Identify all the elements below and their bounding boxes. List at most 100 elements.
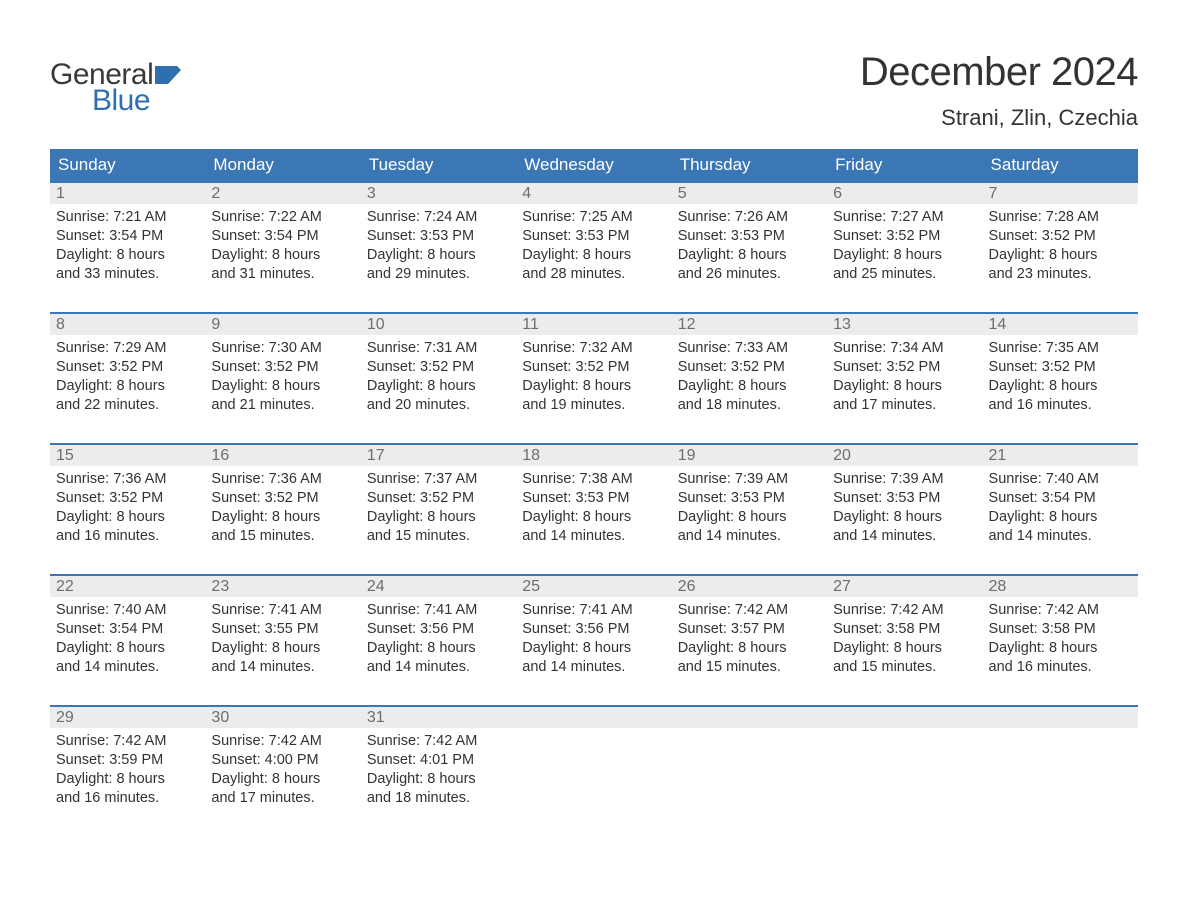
daylight-line1: Daylight: 8 hours bbox=[522, 508, 665, 527]
daylight-line1: Daylight: 8 hours bbox=[211, 377, 354, 396]
day-body: Sunrise: 7:42 AMSunset: 3:57 PMDaylight:… bbox=[672, 597, 827, 677]
daylight-line2: and 16 minutes. bbox=[989, 396, 1132, 415]
daylight-label: Daylight: bbox=[211, 771, 267, 787]
daylight-value1: 8 hours bbox=[427, 378, 475, 394]
sunrise-label: Sunrise: bbox=[989, 602, 1042, 618]
sunrise-line: Sunrise: 7:35 AM bbox=[989, 339, 1132, 358]
daylight-line2: and 18 minutes. bbox=[367, 789, 510, 808]
day-body: Sunrise: 7:27 AMSunset: 3:52 PMDaylight:… bbox=[827, 204, 982, 284]
day-cell: 13Sunrise: 7:34 AMSunset: 3:52 PMDayligh… bbox=[827, 314, 982, 415]
daylight-label: Daylight: bbox=[56, 640, 112, 656]
sunrise-line: Sunrise: 7:42 AM bbox=[56, 732, 199, 751]
sunset-value: 3:54 PM bbox=[109, 621, 163, 637]
day-number: 27 bbox=[827, 576, 982, 597]
brand-word2: Blue bbox=[92, 84, 181, 118]
day-number: 28 bbox=[983, 576, 1138, 597]
sunrise-label: Sunrise: bbox=[56, 340, 109, 356]
daylight-value1: 8 hours bbox=[427, 247, 475, 263]
sunset-line: Sunset: 3:54 PM bbox=[989, 489, 1132, 508]
sunrise-label: Sunrise: bbox=[211, 733, 264, 749]
daylight-line2: and 16 minutes. bbox=[56, 789, 199, 808]
daylight-line2: and 17 minutes. bbox=[211, 789, 354, 808]
sunrise-value: 7:35 AM bbox=[1046, 340, 1099, 356]
daylight-value1: 8 hours bbox=[116, 509, 164, 525]
day-body: Sunrise: 7:22 AMSunset: 3:54 PMDaylight:… bbox=[205, 204, 360, 284]
daylight-value1: 8 hours bbox=[738, 247, 786, 263]
sunrise-line: Sunrise: 7:36 AM bbox=[56, 470, 199, 489]
day-number: 16 bbox=[205, 445, 360, 466]
daylight-label: Daylight: bbox=[522, 640, 578, 656]
day-cell bbox=[516, 707, 671, 808]
daylight-line2: and 33 minutes. bbox=[56, 265, 199, 284]
day-body: Sunrise: 7:29 AMSunset: 3:52 PMDaylight:… bbox=[50, 335, 205, 415]
day-body: Sunrise: 7:35 AMSunset: 3:52 PMDaylight:… bbox=[983, 335, 1138, 415]
sunset-label: Sunset: bbox=[678, 359, 727, 375]
daylight-value1: 8 hours bbox=[738, 509, 786, 525]
sunset-value: 3:52 PM bbox=[420, 359, 474, 375]
day-body: Sunrise: 7:30 AMSunset: 3:52 PMDaylight:… bbox=[205, 335, 360, 415]
day-cell: 1Sunrise: 7:21 AMSunset: 3:54 PMDaylight… bbox=[50, 183, 205, 284]
sunrise-label: Sunrise: bbox=[522, 602, 575, 618]
daylight-line1: Daylight: 8 hours bbox=[833, 246, 976, 265]
daylight-line2: and 14 minutes. bbox=[522, 527, 665, 546]
sunrise-line: Sunrise: 7:41 AM bbox=[211, 601, 354, 620]
day-body: Sunrise: 7:33 AMSunset: 3:52 PMDaylight:… bbox=[672, 335, 827, 415]
day-cell: 29Sunrise: 7:42 AMSunset: 3:59 PMDayligh… bbox=[50, 707, 205, 808]
flag-icon bbox=[155, 66, 181, 84]
daylight-value1: 8 hours bbox=[427, 771, 475, 787]
sunrise-line: Sunrise: 7:30 AM bbox=[211, 339, 354, 358]
daylight-line1: Daylight: 8 hours bbox=[989, 246, 1132, 265]
daylight-value1: 8 hours bbox=[272, 247, 320, 263]
sunset-value: 3:53 PM bbox=[575, 490, 629, 506]
daylight-value1: 8 hours bbox=[583, 509, 631, 525]
sunset-line: Sunset: 3:57 PM bbox=[678, 620, 821, 639]
location-text: Strani, Zlin, Czechia bbox=[860, 105, 1138, 131]
day-number: 31 bbox=[361, 707, 516, 728]
daylight-line1: Daylight: 8 hours bbox=[56, 246, 199, 265]
daylight-value1: 8 hours bbox=[116, 378, 164, 394]
daylight-value1: 8 hours bbox=[738, 378, 786, 394]
sunset-value: 3:54 PM bbox=[265, 228, 319, 244]
sunset-label: Sunset: bbox=[522, 490, 571, 506]
sunset-line: Sunset: 3:55 PM bbox=[211, 620, 354, 639]
sunset-value: 3:52 PM bbox=[731, 359, 785, 375]
daylight-line1: Daylight: 8 hours bbox=[522, 246, 665, 265]
sunrise-line: Sunrise: 7:36 AM bbox=[211, 470, 354, 489]
sunset-line: Sunset: 3:52 PM bbox=[989, 358, 1132, 377]
sunrise-label: Sunrise: bbox=[989, 340, 1042, 356]
sunrise-line: Sunrise: 7:39 AM bbox=[678, 470, 821, 489]
sunset-line: Sunset: 3:58 PM bbox=[833, 620, 976, 639]
daylight-line1: Daylight: 8 hours bbox=[211, 770, 354, 789]
day-body: Sunrise: 7:42 AMSunset: 4:01 PMDaylight:… bbox=[361, 728, 516, 808]
day-number: 7 bbox=[983, 183, 1138, 204]
sunset-line: Sunset: 3:52 PM bbox=[833, 227, 976, 246]
sunset-label: Sunset: bbox=[833, 621, 882, 637]
daylight-line1: Daylight: 8 hours bbox=[989, 639, 1132, 658]
sunrise-value: 7:28 AM bbox=[1046, 209, 1099, 225]
daylight-label: Daylight: bbox=[56, 771, 112, 787]
daylight-label: Daylight: bbox=[367, 247, 423, 263]
daylight-label: Daylight: bbox=[211, 640, 267, 656]
sunrise-label: Sunrise: bbox=[56, 733, 109, 749]
daylight-line2: and 23 minutes. bbox=[989, 265, 1132, 284]
sunset-label: Sunset: bbox=[56, 359, 105, 375]
daylight-value1: 8 hours bbox=[272, 771, 320, 787]
week-row: 15Sunrise: 7:36 AMSunset: 3:52 PMDayligh… bbox=[50, 443, 1138, 546]
sunset-value: 3:54 PM bbox=[109, 228, 163, 244]
sunrise-value: 7:41 AM bbox=[269, 602, 322, 618]
daylight-line2: and 14 minutes. bbox=[56, 658, 199, 677]
daylight-label: Daylight: bbox=[989, 247, 1045, 263]
day-cell: 9Sunrise: 7:30 AMSunset: 3:52 PMDaylight… bbox=[205, 314, 360, 415]
daylight-line2: and 22 minutes. bbox=[56, 396, 199, 415]
sunrise-value: 7:42 AM bbox=[735, 602, 788, 618]
daylight-line1: Daylight: 8 hours bbox=[989, 377, 1132, 396]
sunset-line: Sunset: 3:52 PM bbox=[56, 489, 199, 508]
daylight-value1: 8 hours bbox=[427, 640, 475, 656]
day-cell: 3Sunrise: 7:24 AMSunset: 3:53 PMDaylight… bbox=[361, 183, 516, 284]
sunrise-value: 7:24 AM bbox=[424, 209, 477, 225]
sunset-line: Sunset: 3:56 PM bbox=[367, 620, 510, 639]
sunset-value: 3:54 PM bbox=[1042, 490, 1096, 506]
day-cell: 2Sunrise: 7:22 AMSunset: 3:54 PMDaylight… bbox=[205, 183, 360, 284]
day-body: Sunrise: 7:38 AMSunset: 3:53 PMDaylight:… bbox=[516, 466, 671, 546]
day-body: Sunrise: 7:24 AMSunset: 3:53 PMDaylight:… bbox=[361, 204, 516, 284]
